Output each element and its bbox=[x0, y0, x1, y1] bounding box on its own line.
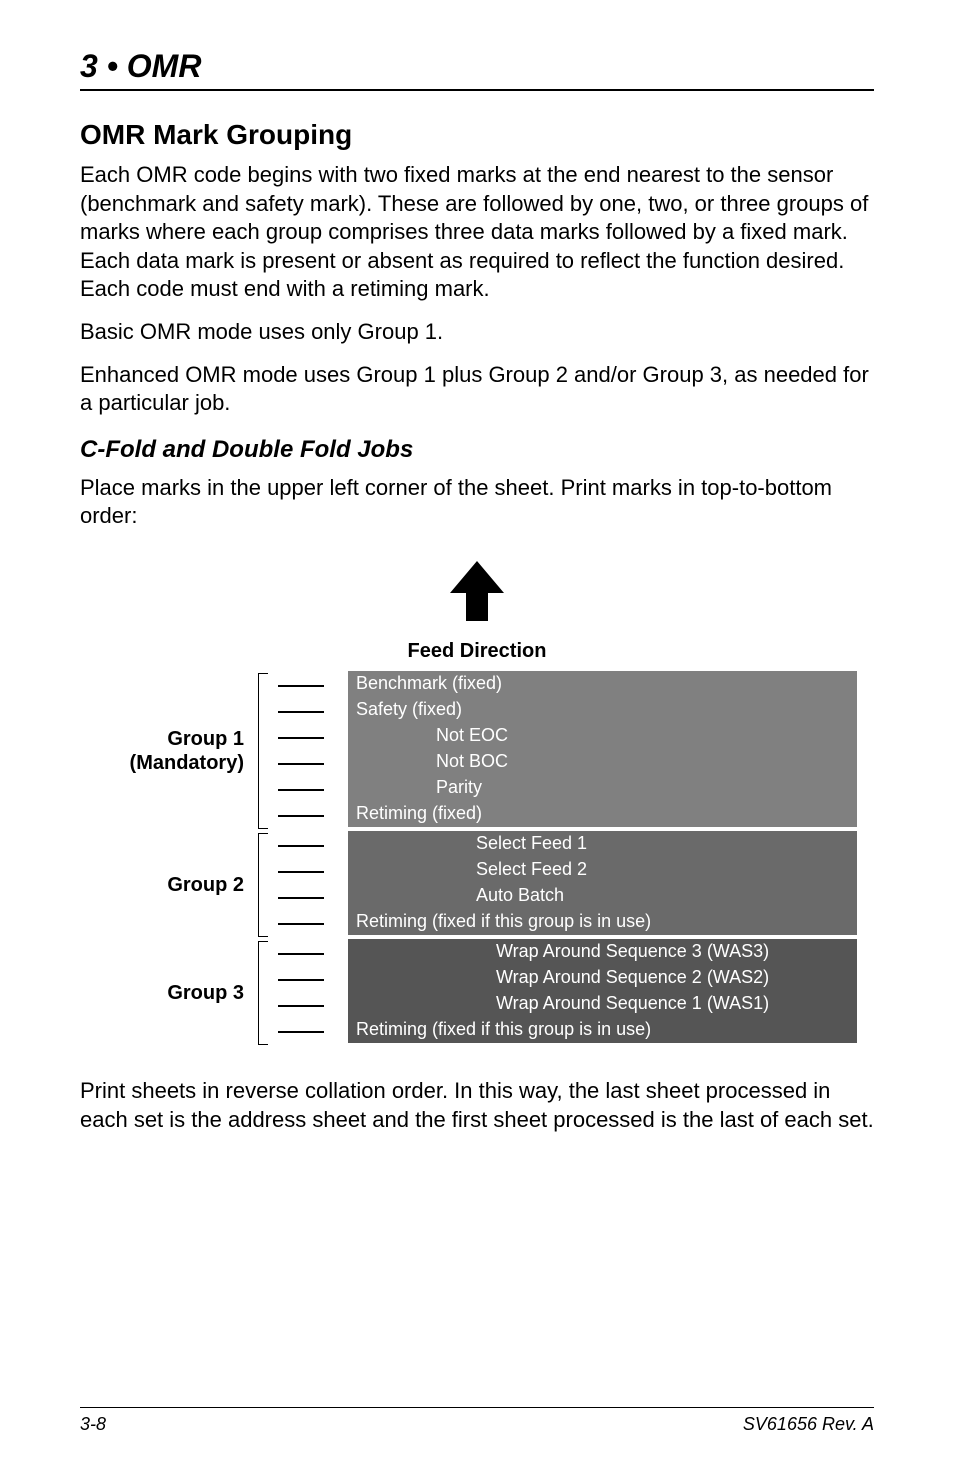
g1-row-3: Not BOC bbox=[348, 749, 857, 775]
g2-row-3: Retiming (fixed if this group is in use) bbox=[348, 909, 857, 935]
mark-dash bbox=[278, 685, 324, 687]
section-header: 3 • OMR bbox=[80, 48, 874, 85]
mark-dash bbox=[278, 711, 324, 713]
header-rule bbox=[80, 89, 874, 91]
mark-dash bbox=[278, 845, 324, 847]
g1-row-2: Not EOC bbox=[348, 723, 857, 749]
feed-direction-block: Feed Direction bbox=[80, 559, 874, 663]
footer-rule bbox=[80, 1407, 874, 1408]
g1-row-5: Retiming (fixed) bbox=[348, 801, 857, 827]
group-1-row: Group 1 (Mandatory) Benchmark (fixed) Sa… bbox=[97, 671, 857, 831]
mark-dash bbox=[278, 737, 324, 739]
group-3-label: Group 3 bbox=[167, 981, 244, 1005]
mark-dash bbox=[278, 815, 324, 817]
group-2-label: Group 2 bbox=[167, 873, 244, 897]
doc-rev: SV61656 Rev. A bbox=[743, 1414, 874, 1435]
subtitle: C-Fold and Double Fold Jobs bbox=[80, 436, 874, 464]
mark-dash bbox=[278, 871, 324, 873]
paragraph-2: Basic OMR mode uses only Group 1. bbox=[80, 318, 874, 347]
mark-dash bbox=[278, 979, 324, 981]
mark-dash bbox=[278, 953, 324, 955]
page-number: 3-8 bbox=[80, 1414, 106, 1435]
paragraph-5: Print sheets in reverse collation order.… bbox=[80, 1077, 874, 1134]
bracket-2 bbox=[258, 833, 268, 937]
mark-dash bbox=[278, 923, 324, 925]
g2-row-2: Auto Batch bbox=[348, 883, 857, 909]
mark-dash bbox=[278, 1031, 324, 1033]
g1-row-0: Benchmark (fixed) bbox=[348, 671, 857, 697]
paragraph-1: Each OMR code begins with two fixed mark… bbox=[80, 161, 874, 304]
g2-row-1: Select Feed 2 bbox=[348, 857, 857, 883]
arrow-up-icon bbox=[442, 559, 512, 629]
g1-row-4: Parity bbox=[348, 775, 857, 801]
omr-diagram: Group 1 (Mandatory) Benchmark (fixed) Sa… bbox=[97, 671, 857, 1047]
page-title: OMR Mark Grouping bbox=[80, 119, 874, 151]
paragraph-4: Place marks in the upper left corner of … bbox=[80, 474, 874, 531]
mark-dash bbox=[278, 763, 324, 765]
group-1-label-1: Group 1 bbox=[167, 727, 244, 751]
g1-row-1: Safety (fixed) bbox=[348, 697, 857, 723]
g3-row-3: Retiming (fixed if this group is in use) bbox=[348, 1017, 857, 1043]
group-2-row: Group 2 Select Feed 1 Select Feed 2 Auto… bbox=[97, 831, 857, 939]
bracket-1 bbox=[258, 673, 268, 829]
page-footer: 3-8 SV61656 Rev. A bbox=[80, 1407, 874, 1435]
mark-dash bbox=[278, 1005, 324, 1007]
mark-dash bbox=[278, 789, 324, 791]
g3-row-2: Wrap Around Sequence 1 (WAS1) bbox=[348, 991, 857, 1017]
g2-row-0: Select Feed 1 bbox=[348, 831, 857, 857]
g3-row-1: Wrap Around Sequence 2 (WAS2) bbox=[348, 965, 857, 991]
mark-dash bbox=[278, 897, 324, 899]
paragraph-3: Enhanced OMR mode uses Group 1 plus Grou… bbox=[80, 361, 874, 418]
group-1-label-2: (Mandatory) bbox=[130, 751, 244, 775]
feed-direction-label: Feed Direction bbox=[80, 640, 874, 663]
bracket-3 bbox=[258, 941, 268, 1045]
g3-row-0: Wrap Around Sequence 3 (WAS3) bbox=[348, 939, 857, 965]
group-3-row: Group 3 Wrap Around Sequence 3 (WAS3) Wr… bbox=[97, 939, 857, 1047]
